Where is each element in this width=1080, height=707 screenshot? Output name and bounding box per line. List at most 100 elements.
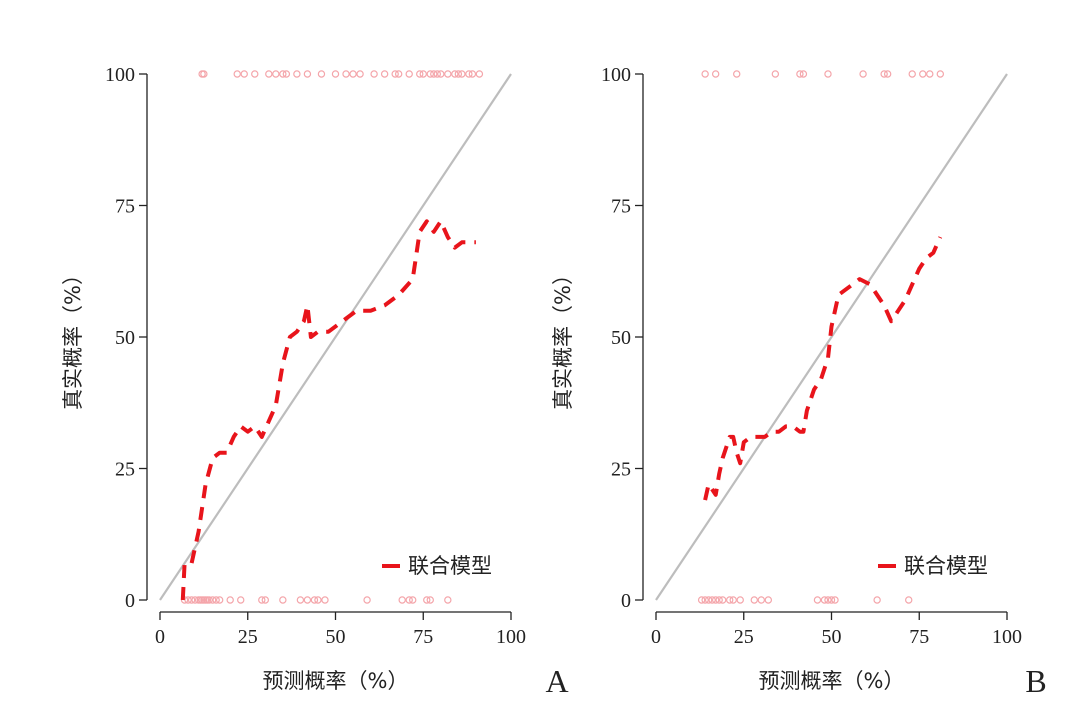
rug-point-bottom	[303, 596, 312, 604]
rug-point-top	[701, 70, 709, 78]
rug-point-top	[251, 70, 259, 78]
rug-point-bottom	[711, 596, 720, 604]
y-axis-title: 真实概率（%）	[551, 264, 575, 410]
rug-point-top	[303, 70, 312, 78]
rug-point-bottom	[697, 596, 706, 604]
y-tick-label: 50	[115, 327, 135, 349]
rug-point-bottom	[831, 596, 839, 604]
rug-point-top	[859, 70, 867, 78]
x-tick-label: 0	[651, 626, 661, 648]
rug-point-top	[356, 70, 364, 78]
x-tick-label: 75	[413, 626, 433, 648]
rug-point-bottom	[750, 596, 758, 604]
y-tick-label: 75	[115, 196, 135, 218]
rug-point-bottom	[215, 596, 224, 604]
rug-point-bottom	[423, 596, 431, 604]
y-tick-label: 100	[105, 64, 135, 86]
rug-point-top	[733, 70, 741, 78]
rug-point-top	[468, 70, 477, 78]
rug-point-top	[240, 70, 248, 78]
rug-point-bottom	[764, 596, 773, 604]
rug-point-bottom	[191, 596, 199, 604]
y-tick-label: 25	[611, 459, 631, 481]
x-tick-label: 75	[909, 626, 929, 648]
rug-point-top	[405, 70, 413, 78]
rug-point-bottom	[226, 596, 234, 604]
rug-point-bottom	[715, 596, 723, 604]
rug-point-top	[824, 70, 832, 78]
rug-point-top	[200, 70, 208, 78]
rug-point-bottom	[444, 596, 452, 604]
rug-point-top	[342, 70, 350, 78]
rug-point-top	[391, 70, 399, 78]
rug-point-bottom	[905, 596, 913, 604]
rug-point-top	[272, 70, 280, 78]
y-tick-label: 50	[611, 327, 631, 349]
rug-point-top	[416, 70, 424, 78]
rug-point-top	[908, 70, 916, 78]
rug-point-bottom	[827, 596, 836, 604]
series-line-joint-model	[703, 236, 943, 501]
rug-point-bottom	[824, 596, 832, 604]
rug-point-bottom	[757, 596, 766, 604]
reference-diagonal-line	[159, 73, 512, 601]
x-tick-label: 100	[992, 626, 1022, 648]
rug-point-top	[444, 70, 452, 78]
panel-letter: A	[545, 663, 568, 699]
rug-point-top	[370, 70, 378, 78]
x-tick-label: 50	[822, 626, 842, 648]
rug-point-top	[233, 70, 241, 78]
rug-point-bottom	[279, 596, 287, 604]
rug-point-top	[796, 70, 804, 78]
x-axis-title: 预测概率（%）	[759, 669, 905, 693]
x-tick-label: 50	[326, 626, 346, 648]
rug-point-top	[433, 70, 441, 78]
rug-point-top	[883, 70, 892, 78]
rug-point-bottom	[708, 596, 716, 604]
rug-point-top	[475, 70, 484, 78]
rug-point-top	[430, 70, 438, 78]
rug-point-bottom	[205, 596, 213, 604]
rug-point-top	[771, 70, 780, 78]
rug-point-bottom	[187, 596, 196, 604]
rug-point-top	[426, 70, 434, 78]
x-tick-label: 100	[496, 626, 526, 648]
y-axis-title: 真实概率（%）	[61, 264, 85, 410]
y-tick-label: 0	[621, 590, 631, 612]
rug-point-bottom	[314, 596, 322, 604]
rug-point-top	[349, 70, 357, 78]
rug-point-bottom	[736, 596, 744, 604]
rug-point-top	[380, 70, 389, 78]
rug-point-top	[317, 70, 326, 78]
rug-point-top	[799, 70, 808, 78]
x-axis-title: 预测概率（%）	[263, 669, 409, 693]
rug-point-top	[454, 70, 463, 78]
rug-point-top	[919, 70, 927, 78]
rug-point-bottom	[873, 596, 881, 604]
rug-point-bottom	[704, 596, 713, 604]
rug-point-top	[419, 70, 427, 78]
series-line-joint-model	[180, 219, 476, 601]
legend-label: 联合模型	[408, 554, 492, 578]
rug-point-bottom	[184, 596, 192, 604]
rug-point-bottom	[701, 596, 709, 604]
rug-point-bottom	[398, 596, 406, 604]
panel-a: 0 25 50 75 100 0 25 50 75 100 预测概率（%） 真实概率（%） 联合模型 A	[61, 64, 569, 699]
rug-point-bottom	[310, 596, 319, 604]
rug-point-bottom	[426, 596, 434, 604]
rug-point-top	[293, 70, 301, 78]
rug-point-bottom	[409, 596, 417, 604]
x-tick-label: 0	[155, 626, 165, 648]
rug-point-top	[282, 70, 291, 78]
rug-point-bottom	[258, 596, 266, 604]
y-tick-label: 75	[611, 196, 631, 218]
legend-label: 联合模型	[904, 554, 988, 578]
rug-point-top	[437, 70, 445, 78]
rug-point-top	[936, 70, 945, 78]
rug-point-bottom	[405, 596, 413, 604]
rug-point-top	[331, 70, 340, 78]
rug-point-top	[711, 70, 720, 78]
rug-point-top	[279, 70, 287, 78]
rug-point-top	[265, 70, 273, 78]
